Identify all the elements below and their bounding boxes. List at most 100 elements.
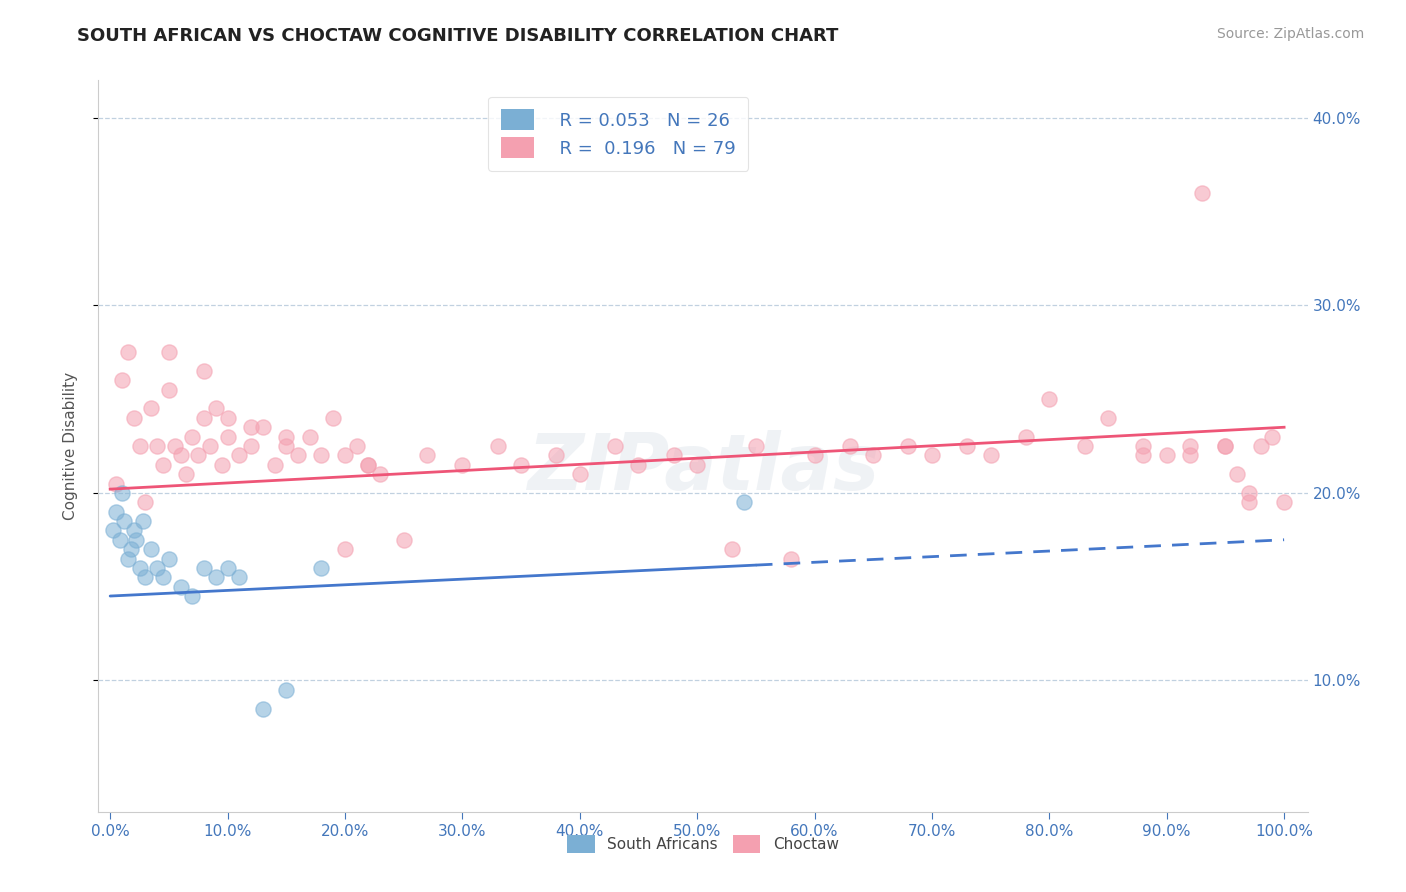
Point (1261, 429, 1284, 443)
Point (157, 551, 180, 566)
Point (897, 439, 920, 453)
Point (240, 420, 263, 434)
Point (101, 524, 124, 538)
Point (686, 458, 709, 472)
Point (368, 467, 391, 482)
Point (1156, 449, 1178, 463)
Point (176, 467, 198, 482)
Text: SOUTH AFRICAN VS CHOCTAW COGNITIVE DISABILITY CORRELATION CHART: SOUTH AFRICAN VS CHOCTAW COGNITIVE DISAB… (77, 27, 839, 45)
Point (733, 495, 755, 509)
Point (117, 345, 139, 359)
Point (803, 449, 825, 463)
Point (187, 449, 209, 463)
Point (134, 570, 156, 584)
Point (1215, 439, 1237, 453)
Point (980, 449, 1002, 463)
Point (546, 449, 568, 463)
Point (416, 449, 439, 463)
Point (1226, 467, 1249, 482)
Point (217, 410, 239, 425)
Point (263, 458, 285, 472)
Point (276, 429, 298, 443)
Point (217, 561, 239, 575)
Point (228, 570, 250, 584)
Point (1015, 429, 1038, 443)
Point (333, 542, 356, 557)
Point (193, 364, 215, 378)
Point (510, 458, 533, 472)
Point (125, 533, 148, 547)
Point (1237, 495, 1260, 509)
Point (152, 458, 174, 472)
Point (112, 514, 135, 528)
Point (1132, 449, 1154, 463)
Point (141, 542, 163, 557)
Point (392, 533, 415, 547)
Point (122, 410, 145, 425)
Point (1097, 410, 1119, 425)
Point (240, 439, 263, 453)
Point (627, 458, 650, 472)
Point (1272, 495, 1295, 509)
Point (128, 561, 150, 575)
Point (146, 439, 169, 453)
Point (204, 401, 226, 416)
Point (333, 449, 356, 463)
Point (122, 524, 145, 538)
Point (157, 383, 180, 397)
Point (311, 449, 333, 463)
Point (211, 458, 233, 472)
Point (169, 580, 191, 594)
Point (111, 373, 134, 387)
Point (276, 682, 298, 697)
Point (146, 561, 169, 575)
Point (287, 449, 309, 463)
Text: Source: ZipAtlas.com: Source: ZipAtlas.com (1216, 27, 1364, 41)
Text: ZIPatlas: ZIPatlas (527, 430, 879, 506)
Point (134, 495, 156, 509)
Point (921, 449, 943, 463)
Point (486, 439, 509, 453)
Point (128, 439, 150, 453)
Point (346, 439, 368, 453)
Point (451, 458, 474, 472)
Point (181, 429, 204, 443)
Point (1180, 439, 1202, 453)
Point (152, 570, 174, 584)
Point (1038, 392, 1060, 406)
Point (163, 439, 186, 453)
Point (838, 439, 860, 453)
Point (217, 429, 239, 443)
Point (193, 410, 215, 425)
Point (1237, 486, 1260, 500)
Point (157, 345, 180, 359)
Point (169, 449, 191, 463)
Point (603, 439, 626, 453)
Point (228, 449, 250, 463)
Point (662, 449, 685, 463)
Point (198, 439, 221, 453)
Point (1180, 449, 1202, 463)
Point (721, 542, 744, 557)
Point (1191, 186, 1213, 200)
Point (204, 570, 226, 584)
Point (193, 561, 215, 575)
Point (132, 514, 155, 528)
Point (298, 429, 321, 443)
Point (862, 449, 884, 463)
Point (780, 551, 803, 566)
Point (108, 533, 131, 547)
Point (181, 589, 204, 603)
Point (120, 542, 142, 557)
Point (1132, 439, 1154, 453)
Point (276, 439, 298, 453)
Point (252, 420, 274, 434)
Point (568, 467, 591, 482)
Point (105, 476, 128, 491)
Point (111, 486, 134, 500)
Point (1073, 439, 1095, 453)
Y-axis label: Cognitive Disability: Cognitive Disability (63, 372, 77, 520)
Legend: South Africans, Choctaw: South Africans, Choctaw (561, 829, 845, 859)
Point (1250, 439, 1272, 453)
Point (745, 439, 768, 453)
